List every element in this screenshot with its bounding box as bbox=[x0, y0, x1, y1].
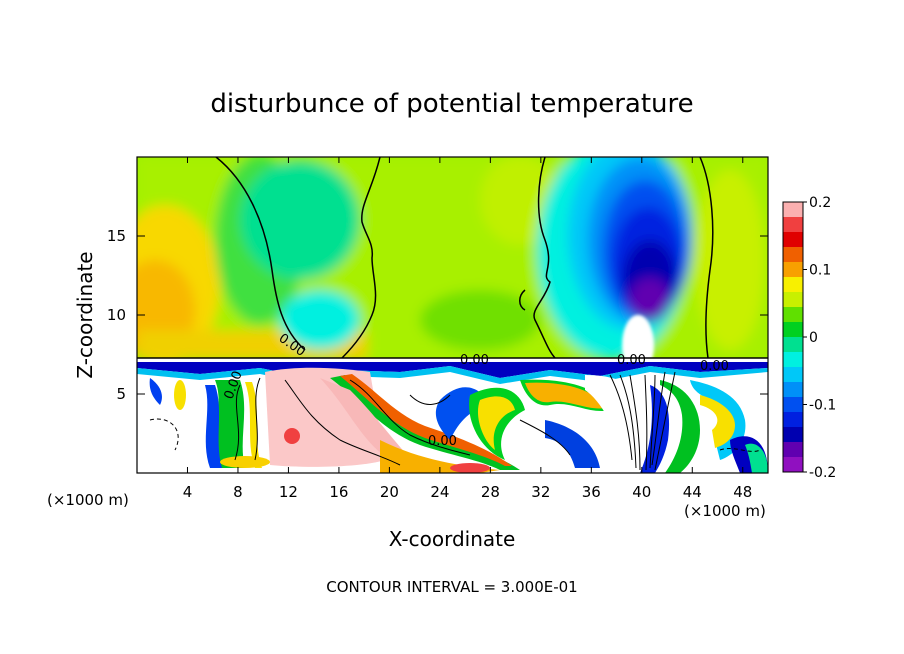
y-tick-label: 15 bbox=[107, 227, 126, 245]
x-tick-label: 44 bbox=[683, 483, 702, 501]
contour-label: 0.00 bbox=[428, 434, 457, 449]
colorbar-swatch bbox=[783, 247, 803, 263]
colorbar-swatch bbox=[783, 442, 803, 458]
colorbar-swatch bbox=[783, 322, 803, 338]
colorbar-swatch bbox=[783, 232, 803, 248]
x-tick-label: 12 bbox=[279, 483, 298, 501]
x-tick-label: 20 bbox=[380, 483, 399, 501]
colorbar-swatch bbox=[783, 277, 803, 293]
y-axis: 5 10 15 bbox=[107, 227, 768, 403]
y-axis-label: Z-coordinate bbox=[73, 251, 97, 378]
x-tick-label: 40 bbox=[632, 483, 651, 501]
x-tick-label: 48 bbox=[733, 483, 752, 501]
x-tick-label: 16 bbox=[329, 483, 348, 501]
colorbar-swatch bbox=[783, 202, 803, 218]
colorbar-swatch bbox=[783, 397, 803, 413]
x-tick-label: 24 bbox=[430, 483, 449, 501]
colorbar-swatch bbox=[783, 427, 803, 443]
x-tick-label: 4 bbox=[183, 483, 193, 501]
lower-layer-field bbox=[137, 358, 768, 473]
colorbar-swatch bbox=[783, 337, 803, 353]
plot-area bbox=[137, 157, 768, 473]
colorbar-tick-label: -0.2 bbox=[809, 465, 836, 481]
y-tick-label: 10 bbox=[107, 306, 126, 324]
contour-label: 0.00 bbox=[617, 353, 646, 368]
colorbar-frame bbox=[782, 201, 804, 473]
colorbar: 0.2 0.1 0 -0.1 -0.2 bbox=[783, 195, 836, 481]
x-tick-label: 36 bbox=[582, 483, 601, 501]
contour-labels: 0.00 0.00 0.00 0.00 0.00 0.00 bbox=[222, 331, 729, 449]
colorbar-swatch bbox=[783, 352, 803, 368]
colorbar-tick-label: 0.1 bbox=[809, 263, 831, 279]
x-tick-label: 32 bbox=[531, 483, 550, 501]
x-unit-right: (×1000 m) bbox=[684, 502, 766, 520]
contour-label: 0.00 bbox=[460, 353, 489, 368]
contour-lines-lower bbox=[149, 371, 761, 471]
colorbar-swatch bbox=[783, 217, 803, 233]
x-axis-label: X-coordinate bbox=[389, 527, 516, 551]
x-tick-label: 28 bbox=[481, 483, 500, 501]
x-unit-left: (×1000 m) bbox=[47, 491, 129, 509]
x-axis: 4 8 12 16 20 24 28 32 36 40 44 48 bbox=[183, 157, 752, 501]
colorbar-swatch bbox=[783, 292, 803, 308]
upper-layer-field bbox=[137, 157, 768, 365]
chart-title: disturbunce of potential temperature bbox=[210, 89, 693, 119]
colorbar-swatch bbox=[783, 367, 803, 383]
colorbar-tick-label: 0 bbox=[809, 330, 818, 346]
colorbar-swatch bbox=[783, 262, 803, 278]
contour-interval-note: CONTOUR INTERVAL = 3.000E-01 bbox=[326, 578, 577, 596]
colorbar-swatch bbox=[783, 382, 803, 398]
contour-label: 0.00 bbox=[700, 359, 729, 374]
y-tick-label: 5 bbox=[116, 385, 126, 403]
colorbar-tick-label: -0.1 bbox=[809, 398, 836, 414]
x-tick-label: 8 bbox=[233, 483, 243, 501]
contour-lines bbox=[137, 157, 768, 359]
colorbar-swatch bbox=[783, 457, 803, 473]
colorbar-swatch bbox=[783, 307, 803, 323]
colorbar-swatch bbox=[783, 412, 803, 428]
colorbar-tick-label: 0.2 bbox=[809, 195, 831, 211]
